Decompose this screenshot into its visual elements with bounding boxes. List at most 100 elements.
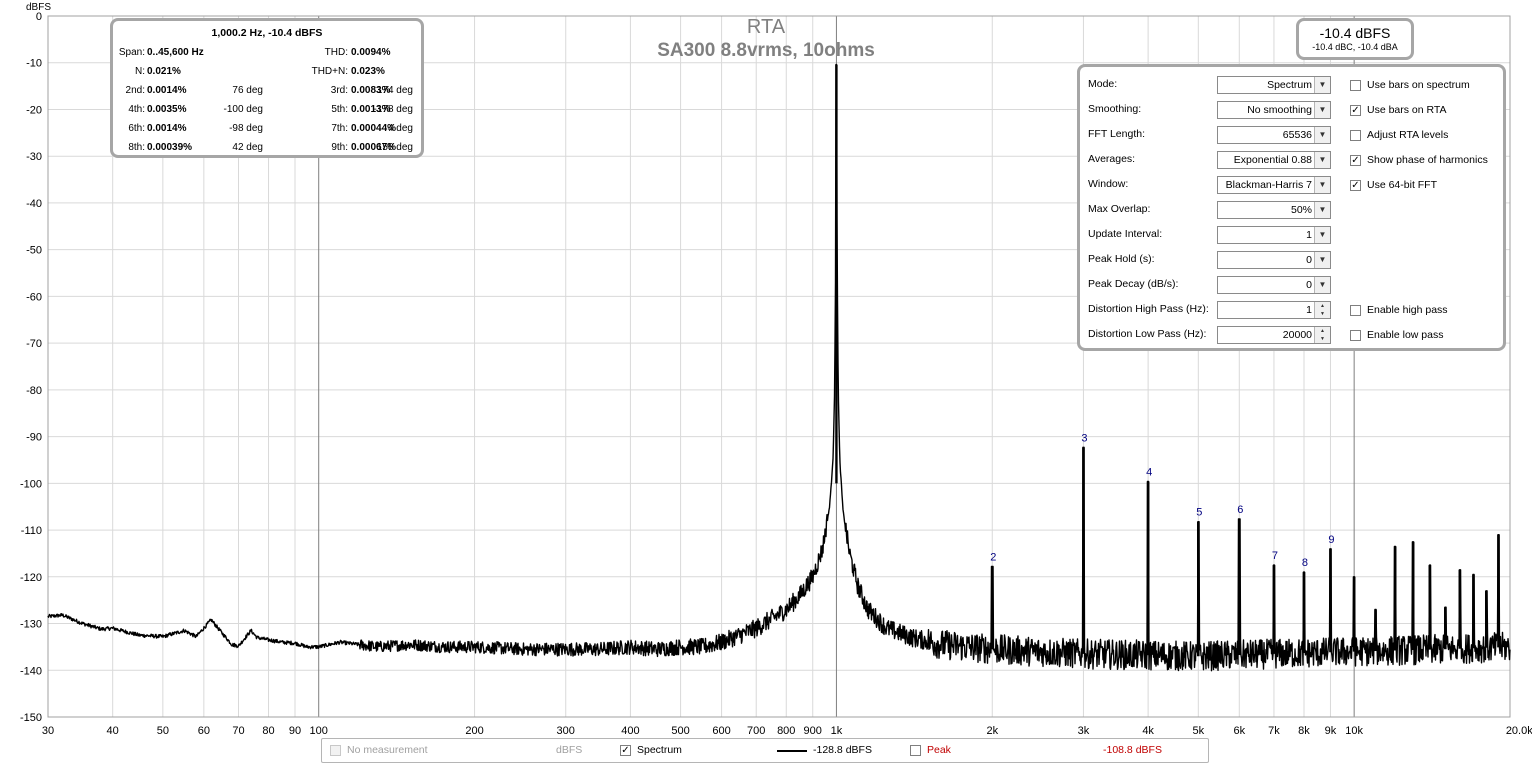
y-tick-label: -20 bbox=[26, 104, 42, 116]
y-tick-label: -60 bbox=[26, 291, 42, 303]
y-tick-label: -40 bbox=[26, 198, 42, 210]
chevron-down-icon[interactable]: ▼ bbox=[1314, 252, 1330, 268]
x-tick-label: 2k bbox=[986, 725, 998, 737]
distortion-label: 9th: bbox=[331, 142, 348, 153]
setting-value: 20000 bbox=[1282, 329, 1312, 341]
x-tick-label: 60 bbox=[198, 725, 210, 737]
setting-dropdown[interactable]: Spectrum ▼ bbox=[1217, 76, 1331, 94]
setting-checkbox-row[interactable]: Enable high pass bbox=[1350, 304, 1448, 316]
setting-dropdown[interactable]: 0 ▼ bbox=[1217, 251, 1331, 269]
x-tick-label: 3k bbox=[1078, 725, 1090, 737]
setting-label: Smoothing: bbox=[1088, 103, 1142, 115]
y-tick-label: -90 bbox=[26, 432, 42, 444]
setting-checkbox[interactable]: ✓ bbox=[1350, 104, 1361, 116]
setting-checkbox-row[interactable]: ✓ Use 64-bit FFT bbox=[1350, 179, 1437, 191]
setting-checkbox-label: Enable high pass bbox=[1367, 304, 1448, 317]
x-tick-label: 400 bbox=[621, 725, 639, 737]
harmonic-label: 7 bbox=[1272, 550, 1278, 562]
distortion-value: 0.0013% bbox=[351, 104, 391, 115]
level-sub-value: -10.4 dBC, -10.4 dBA bbox=[1312, 42, 1398, 52]
spin-arrows-icon[interactable]: ▲ ▼ bbox=[1314, 302, 1330, 318]
distortion-value: 0..45,600 Hz bbox=[147, 47, 204, 58]
x-tick-label: 8k bbox=[1298, 725, 1310, 737]
distortion-label: 7th: bbox=[331, 123, 348, 134]
distortion-label: 5th: bbox=[331, 104, 348, 115]
x-tick-label: 4k bbox=[1142, 725, 1154, 737]
setting-label: Window: bbox=[1088, 178, 1129, 190]
distortion-value: 0.0014% bbox=[147, 85, 187, 96]
legend-no-measurement[interactable]: No measurement bbox=[330, 744, 428, 756]
setting-checkbox[interactable]: ✓ bbox=[1350, 154, 1361, 166]
setting-checkbox[interactable] bbox=[1350, 129, 1361, 141]
x-tick-label: 7k bbox=[1268, 725, 1280, 737]
y-tick-label: -30 bbox=[26, 151, 42, 163]
chevron-down-icon[interactable]: ▼ bbox=[1314, 77, 1330, 93]
y-tick-label: -70 bbox=[26, 338, 42, 350]
y-tick-label: -120 bbox=[20, 572, 42, 584]
y-axis-label: dBFS bbox=[26, 2, 51, 13]
setting-label: Peak Decay (dB/s): bbox=[1088, 278, 1179, 290]
chevron-down-icon[interactable]: ▼ bbox=[1314, 177, 1330, 193]
distortion-label: 6th: bbox=[128, 123, 145, 134]
setting-value: 1 bbox=[1306, 229, 1312, 241]
chart-subtitle: SA300 8.8vrms, 10ohms bbox=[657, 40, 875, 61]
chevron-down-icon[interactable]: ▼ bbox=[1314, 277, 1330, 293]
setting-dropdown[interactable]: No smoothing ▼ bbox=[1217, 101, 1331, 119]
harmonic-phase: -178 deg bbox=[373, 104, 413, 115]
legend-peak[interactable]: Peak bbox=[910, 744, 951, 756]
setting-dropdown[interactable]: 1 ▼ bbox=[1217, 226, 1331, 244]
x-tick-label: 9k bbox=[1325, 725, 1337, 737]
harmonic-phase: -98 deg bbox=[229, 123, 263, 134]
spin-arrows-icon[interactable]: ▲ ▼ bbox=[1314, 327, 1330, 343]
setting-spinbox[interactable]: 20000 ▲ ▼ bbox=[1217, 326, 1331, 344]
distortion-label: N: bbox=[135, 66, 145, 77]
spectrum-checkbox[interactable]: ✓ bbox=[620, 744, 631, 756]
setting-label: Mode: bbox=[1088, 78, 1118, 90]
setting-checkbox[interactable] bbox=[1350, 329, 1361, 341]
chevron-down-icon[interactable]: ▼ bbox=[1314, 227, 1330, 243]
chevron-down-icon[interactable]: ▼ bbox=[1314, 152, 1330, 168]
distortion-value: 0.0035% bbox=[147, 104, 187, 115]
distortion-label: 4th: bbox=[128, 104, 145, 115]
setting-checkbox-label: Use 64-bit FFT bbox=[1367, 179, 1438, 192]
y-tick-label: -140 bbox=[20, 665, 42, 677]
setting-checkbox[interactable] bbox=[1350, 304, 1361, 316]
setting-dropdown[interactable]: 65536 ▼ bbox=[1217, 126, 1331, 144]
legend-spectrum[interactable]: ✓ Spectrum bbox=[620, 744, 682, 756]
chevron-down-icon[interactable]: ▼ bbox=[1314, 202, 1330, 218]
setting-dropdown[interactable]: Exponential 0.88 ▼ bbox=[1217, 151, 1331, 169]
x-tick-label: 30 bbox=[42, 725, 54, 737]
x-tick-label: 10k bbox=[1345, 725, 1363, 737]
setting-spinbox[interactable]: 1 ▲ ▼ bbox=[1217, 301, 1331, 319]
setting-dropdown[interactable]: 50% ▼ bbox=[1217, 201, 1331, 219]
distortion-label: 8th: bbox=[128, 142, 145, 153]
distortion-readout-panel: 1,000.2 Hz, -10.4 dBFS Span: 0..45,600 Hz… bbox=[110, 18, 424, 158]
setting-value: 65536 bbox=[1282, 129, 1312, 141]
distortion-value: 0.023% bbox=[351, 66, 385, 77]
setting-value: Blackman-Harris 7 bbox=[1225, 179, 1312, 191]
setting-label: Distortion Low Pass (Hz): bbox=[1088, 328, 1207, 340]
peak-legend-label: Peak bbox=[927, 744, 951, 757]
harmonic-phase: 158 deg bbox=[376, 142, 413, 153]
no-measurement-checkbox[interactable] bbox=[330, 744, 341, 756]
setting-checkbox-row[interactable]: Enable low pass bbox=[1350, 329, 1443, 341]
chevron-down-icon[interactable]: ▼ bbox=[1314, 127, 1330, 143]
setting-dropdown[interactable]: 0 ▼ bbox=[1217, 276, 1331, 294]
setting-checkbox-row[interactable]: Use bars on spectrum bbox=[1350, 79, 1470, 91]
chevron-down-icon[interactable]: ▼ bbox=[1314, 102, 1330, 118]
spectrum-legend-label: Spectrum bbox=[637, 744, 682, 757]
setting-checkbox[interactable]: ✓ bbox=[1350, 179, 1361, 191]
setting-checkbox-row[interactable]: ✓ Show phase of harmonics bbox=[1350, 154, 1488, 166]
x-tick-label: 6k bbox=[1233, 725, 1245, 737]
setting-checkbox-row[interactable]: Adjust RTA levels bbox=[1350, 129, 1448, 141]
x-tick-label: 700 bbox=[747, 725, 765, 737]
setting-checkbox[interactable] bbox=[1350, 79, 1361, 91]
harmonic-phase: 42 deg bbox=[232, 142, 263, 153]
setting-dropdown[interactable]: Blackman-Harris 7 ▼ bbox=[1217, 176, 1331, 194]
x-tick-label: 1k bbox=[831, 725, 843, 737]
peak-checkbox[interactable] bbox=[910, 744, 921, 756]
rta-settings-panel: Mode: Spectrum ▼ Smoothing: No smoothing ▼ FFT… bbox=[1077, 64, 1506, 351]
setting-checkbox-row[interactable]: ✓ Use bars on RTA bbox=[1350, 104, 1447, 116]
distortion-value: 0.021% bbox=[147, 66, 181, 77]
